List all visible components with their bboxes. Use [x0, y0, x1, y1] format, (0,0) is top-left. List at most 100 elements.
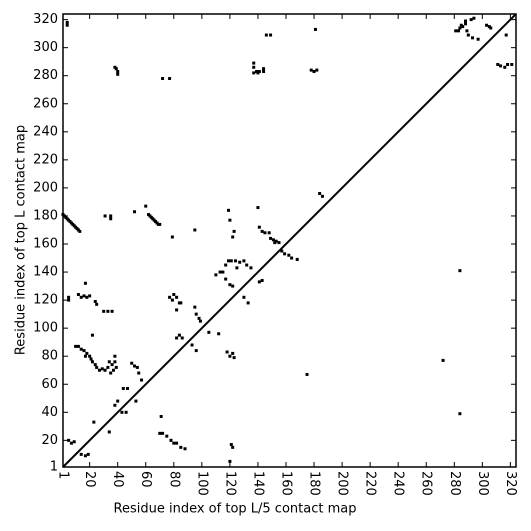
x-tick-label: 320	[503, 471, 518, 496]
contact-point	[458, 269, 462, 273]
contact-point	[107, 360, 111, 364]
contact-point	[489, 26, 493, 30]
contact-point	[231, 445, 235, 449]
contact-point	[242, 259, 246, 263]
x-tick-label: 160	[278, 471, 293, 496]
contact-point	[175, 441, 179, 445]
contact-point	[218, 270, 222, 274]
y-tick-label: 260	[33, 96, 58, 111]
contact-point	[78, 229, 82, 233]
y-tick-label: 280	[33, 68, 58, 83]
contact-point	[113, 360, 117, 364]
contact-point	[221, 270, 225, 274]
x-tick-label: 140	[250, 471, 265, 496]
contact-point	[170, 235, 174, 239]
contact-point	[260, 229, 264, 233]
contact-point	[246, 301, 250, 305]
contact-point	[193, 305, 197, 309]
x-tick-label: 120	[222, 471, 237, 496]
contact-point	[262, 67, 266, 71]
x-tick-label: 60	[138, 471, 153, 488]
contact-point	[458, 26, 462, 30]
contact-point	[263, 231, 267, 235]
contact-point	[100, 367, 104, 371]
contact-point	[133, 364, 137, 368]
x-tick-label: 180	[307, 471, 322, 496]
contact-point	[109, 214, 113, 218]
contact-point	[471, 36, 475, 40]
contact-point	[83, 281, 87, 285]
contact-point	[198, 319, 202, 323]
contact-point	[228, 354, 232, 358]
contact-point	[295, 257, 299, 261]
contact-point	[179, 301, 183, 305]
contact-point	[496, 62, 500, 66]
contact-point	[464, 22, 468, 26]
contact-point	[69, 441, 73, 445]
x-tick-label: 1	[56, 471, 71, 479]
contact-point	[168, 295, 172, 299]
contact-point	[228, 218, 232, 222]
x-tick-label: 40	[110, 471, 125, 488]
y-tick-label: 40	[41, 405, 58, 420]
x-tick-label: 20	[82, 471, 97, 488]
contact-point	[313, 27, 317, 31]
contact-point	[72, 440, 76, 444]
contact-point	[85, 351, 89, 355]
x-tick-label: 260	[419, 471, 434, 496]
contact-point	[234, 259, 238, 263]
contact-point	[231, 351, 235, 355]
contact-point	[110, 309, 114, 313]
y-tick-label: 160	[33, 237, 58, 252]
y-tick-label: 60	[41, 377, 58, 392]
y-tick-label: 80	[41, 349, 58, 364]
contact-point	[116, 72, 120, 76]
contact-point	[175, 295, 179, 299]
contact-point	[82, 294, 86, 298]
contact-point	[79, 452, 83, 456]
contact-point	[65, 23, 69, 27]
contact-point	[135, 365, 139, 369]
contact-point	[92, 420, 96, 424]
contact-point	[106, 309, 110, 313]
contact-point	[74, 344, 78, 348]
contact-point	[144, 204, 148, 208]
contact-point	[267, 231, 271, 235]
x-tick-label: 80	[166, 471, 181, 488]
y-tick-label: 180	[33, 208, 58, 223]
contact-point	[110, 363, 114, 367]
contact-point	[190, 343, 194, 347]
diagonal	[62, 13, 517, 468]
x-tick-label: 300	[475, 471, 490, 496]
contact-point	[231, 284, 235, 288]
contact-point	[226, 259, 230, 263]
contact-point	[472, 16, 476, 20]
contact-point	[232, 229, 236, 233]
contact-point	[172, 292, 176, 296]
contact-point	[226, 208, 230, 212]
contact-point	[179, 445, 183, 449]
contact-point	[274, 239, 278, 243]
contact-point	[88, 294, 92, 298]
contact-point	[320, 194, 324, 198]
contact-point	[277, 241, 281, 245]
contact-point	[238, 260, 242, 264]
contact-point	[93, 300, 97, 304]
contact-point	[165, 434, 169, 438]
x-axis-label: Residue index of top L/5 contact map	[114, 502, 357, 517]
contact-point	[262, 70, 266, 74]
contact-point	[103, 368, 107, 372]
y-tick-label: 100	[33, 321, 58, 336]
contact-point	[89, 357, 93, 361]
contact-point	[283, 252, 287, 256]
contact-point	[485, 23, 489, 27]
contact-point	[469, 18, 473, 22]
y-tick-label: 140	[33, 265, 58, 280]
contact-point	[103, 214, 107, 218]
y-tick-label: 20	[41, 433, 58, 448]
contact-point	[116, 399, 120, 403]
contact-point	[441, 358, 445, 362]
contact-point	[312, 70, 316, 74]
contact-point	[67, 295, 71, 299]
contact-point	[456, 29, 460, 33]
